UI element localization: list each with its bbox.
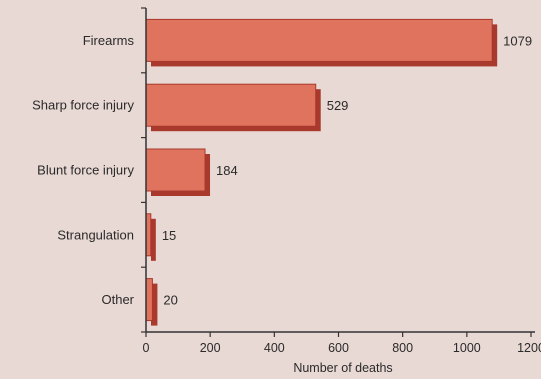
bar-sharp-force-injury — [145, 83, 317, 127]
category-label: Other — [101, 292, 134, 307]
value-label: 20 — [163, 293, 177, 308]
x-tick-label: 800 — [392, 341, 413, 355]
x-tick-label: 1000 — [453, 341, 481, 355]
x-tick-label: 1200 — [517, 341, 541, 355]
category-label: Sharp force injury — [32, 98, 134, 113]
value-label: 529 — [327, 98, 349, 113]
category-label: Firearms — [83, 33, 135, 48]
bar-shadow — [151, 218, 156, 261]
x-tick-label: 600 — [328, 341, 349, 355]
x-axis-title: Number of deaths — [293, 361, 392, 375]
bar-other — [145, 278, 153, 322]
category-label: Blunt force injury — [37, 163, 134, 178]
bars-group: 1079 529 184 15 20 — [145, 18, 532, 326]
x-tick-label: 0 — [143, 341, 150, 355]
bar-blunt-force-injury — [145, 148, 206, 192]
bar-firearms — [145, 18, 493, 62]
value-label: 184 — [216, 163, 238, 178]
category-label: Strangulation — [57, 227, 134, 242]
axes-group: 0 200 400 600 800 1000 1200 Firearms Sharp force… — [32, 7, 541, 355]
value-label: 1079 — [503, 33, 532, 48]
x-tick-label: 400 — [264, 341, 285, 355]
bar-shadow — [151, 283, 158, 326]
value-label: 15 — [162, 228, 176, 243]
x-tick-label: 200 — [200, 341, 221, 355]
